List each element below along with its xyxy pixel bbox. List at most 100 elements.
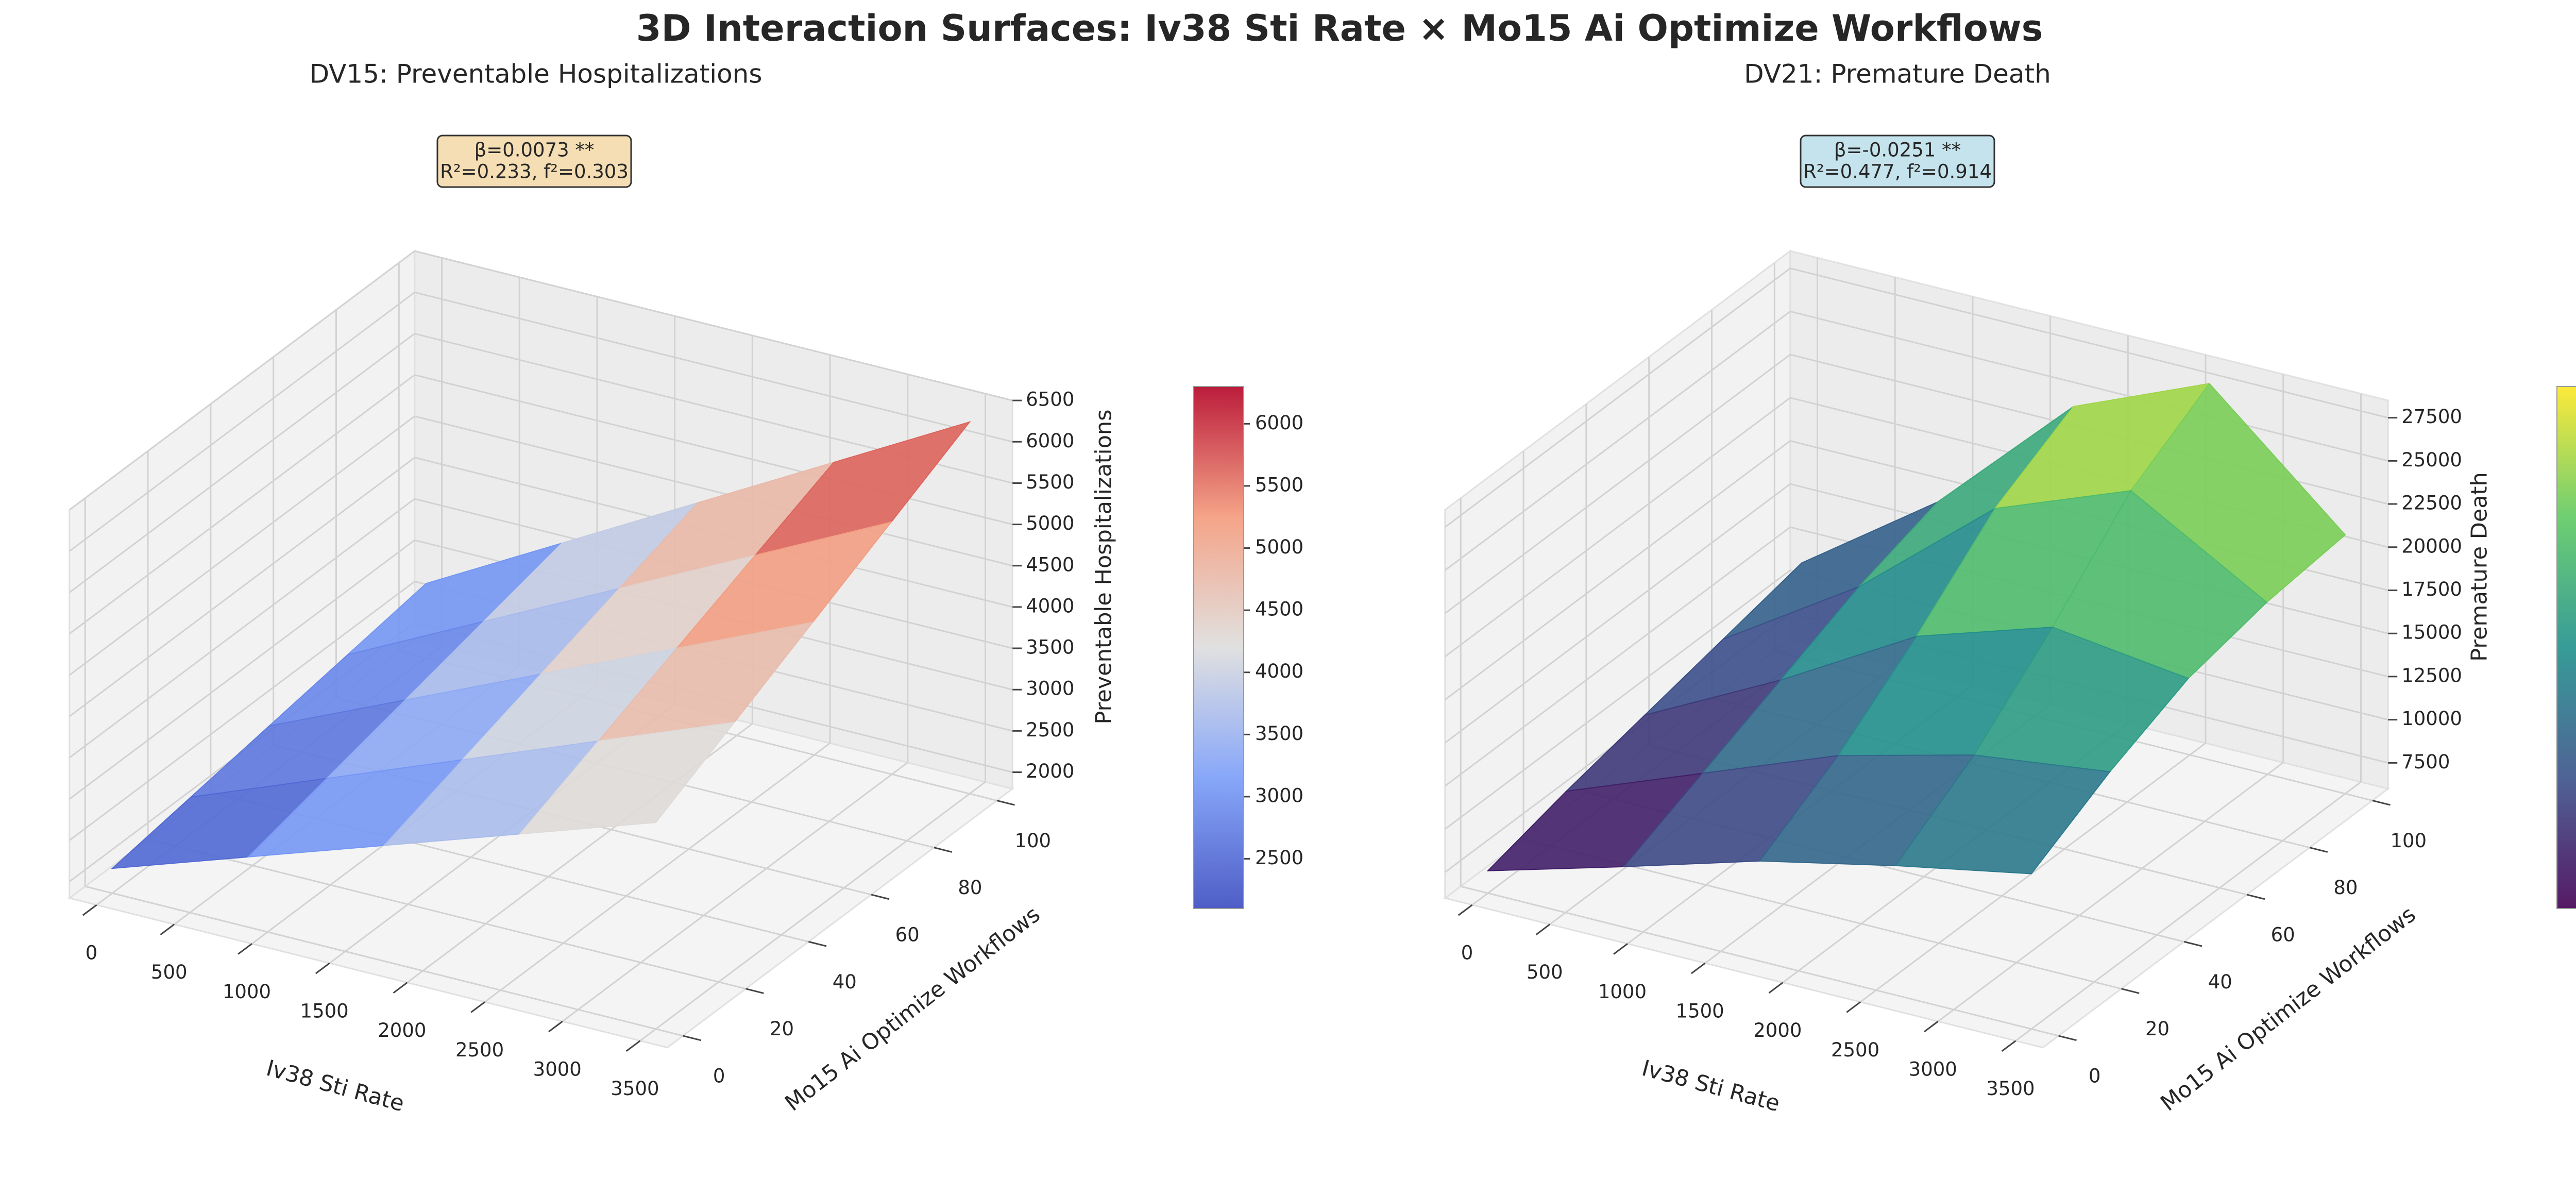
x-axis-label: Iv38 Sti Rate (263, 1055, 406, 1117)
colorbar-tick-label: 4000 (1255, 660, 1303, 682)
grid-line (1444, 526, 1791, 787)
grid-line (1460, 885, 2059, 1037)
x-tick-label: 2500 (1831, 1039, 1879, 1061)
z-tick-label: 20000 (2401, 535, 2462, 557)
annotation-box (1800, 134, 1995, 188)
grid-line (2015, 781, 2362, 1041)
annotation-box (436, 134, 632, 188)
y-tick (871, 894, 890, 900)
z-tick-label: 5500 (1026, 471, 1074, 493)
z-tick-label: 25000 (2401, 449, 2462, 471)
x-tick (393, 982, 408, 994)
z-tick-label: 6000 (1026, 430, 1074, 452)
colorbar-tick-label: 2500 (1255, 847, 1303, 869)
y-tick-label: 100 (1014, 830, 1051, 852)
grid-line (1444, 267, 1791, 528)
y-tick (2309, 847, 2328, 853)
x-tick-label: 3000 (533, 1058, 582, 1081)
x-tick (1924, 1020, 1939, 1033)
x-tick (625, 1040, 641, 1052)
z-tick-label: 7500 (2401, 751, 2450, 773)
x-tick-label: 0 (86, 942, 98, 964)
colorbar (2556, 386, 2576, 909)
x-tick (1690, 962, 1706, 974)
y-tick-label: 60 (895, 924, 920, 946)
y-tick-label: 80 (2333, 877, 2358, 899)
grid-line (69, 292, 415, 552)
grid-line (1444, 483, 1791, 744)
z-tick-label: 3500 (1026, 636, 1074, 659)
x-tick (1846, 1001, 1861, 1013)
y-tick-label: 20 (2145, 1018, 2170, 1040)
annotation-text: R²=0.477, f²=0.914 (1803, 161, 1992, 183)
x-tick-label: 1000 (223, 981, 271, 1003)
colorbar-tick-label: 5500 (1255, 474, 1303, 496)
x-tick-label: 3000 (1909, 1058, 1957, 1081)
surface-facet (518, 721, 736, 835)
figure-title: 3D Interaction Surfaces: Iv38 Sti Rate ×… (636, 7, 2043, 49)
x-tick-label: 1500 (300, 1000, 349, 1022)
y-tick (2058, 1035, 2077, 1041)
y-tick-label: 100 (2390, 830, 2427, 852)
z-axis-label: Preventable Hospitalizations (1091, 409, 1117, 724)
grid-line (84, 885, 684, 1037)
x-tick (1535, 923, 1551, 935)
x-tick-label: 500 (1527, 961, 1563, 983)
grid-line (69, 581, 415, 841)
grid-line (484, 742, 831, 1003)
z-tick-label: 27500 (2401, 406, 2462, 428)
x-tick (82, 904, 97, 916)
grid-line (69, 333, 415, 593)
x-tick (1613, 943, 1628, 955)
z-tick-label: 2000 (1026, 760, 1074, 782)
x-tick-label: 3500 (1986, 1078, 2035, 1100)
grid-line (1790, 310, 2388, 462)
grid-line (69, 457, 415, 717)
z-tick-label: 5000 (1026, 512, 1074, 534)
grid-line (1444, 311, 1791, 571)
z-tick-label: 15000 (2401, 621, 2462, 644)
grid-line (69, 250, 415, 511)
surface-facet (1894, 754, 2111, 875)
z-tick-label: 12500 (2401, 664, 2462, 686)
x-tick (1768, 982, 1784, 994)
x-tick-label: 0 (1461, 942, 1473, 964)
y-tick (2183, 940, 2202, 947)
y-tick (934, 847, 953, 853)
y-tick (808, 940, 827, 947)
grid-line (147, 838, 746, 990)
z-tick-label: 6500 (1026, 389, 1074, 411)
colorbar-tick-label: 3500 (1255, 722, 1303, 745)
grid-line (1444, 354, 1791, 614)
annotation-text: β=-0.0251 ** (1834, 139, 1961, 161)
x-tick-label: 1000 (1598, 981, 1647, 1003)
y-tick-label: 20 (770, 1018, 794, 1040)
z-tick-label: 3000 (1026, 678, 1074, 700)
colorbar-tick-label: 4500 (1255, 598, 1303, 620)
grid-line (414, 415, 1013, 567)
grid-line (69, 415, 415, 676)
colorbar-tick-label: 5000 (1255, 536, 1303, 558)
y-tick (2121, 988, 2140, 994)
grid-line (414, 250, 1013, 401)
y-tick-label: 40 (833, 971, 857, 993)
grid-line (1937, 762, 2284, 1022)
z-tick-label: 17500 (2401, 578, 2462, 600)
grid-line (69, 540, 415, 800)
y-tick-label: 0 (2089, 1065, 2101, 1087)
y-tick (2372, 799, 2391, 806)
grid-line (1444, 397, 1791, 658)
colorbar (1193, 386, 1244, 909)
y-tick-label: 40 (2208, 971, 2232, 993)
annotation-text: β=0.0073 ** (474, 139, 595, 161)
x-tick (238, 943, 252, 955)
z-tick-label: 4000 (1026, 595, 1074, 617)
y-tick (683, 1035, 701, 1041)
z-tick-label: 2500 (1026, 719, 1074, 741)
grid-line (1444, 569, 1791, 830)
subplot-title: DV21: Premature Death (1744, 59, 2051, 89)
y-tick (996, 799, 1015, 806)
y-tick-label: 60 (2271, 924, 2295, 946)
subplot-title: DV15: Preventable Hospitalizations (310, 59, 762, 89)
